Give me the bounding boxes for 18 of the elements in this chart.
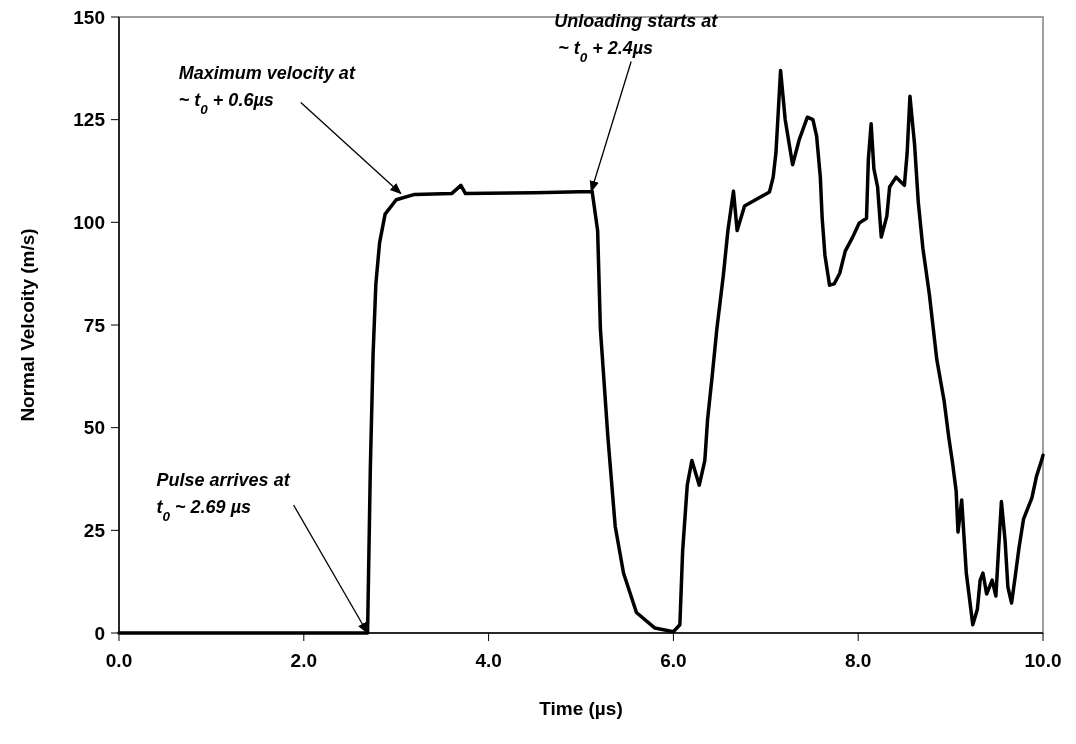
annotation: Maximum velocity at ~ t$_{0}$+ 0.6µs <box>178 62 356 117</box>
x-axis-title: Time (µs) <box>539 698 623 719</box>
y-tick-label: 125 <box>73 109 106 131</box>
x-tick-label: 4.0 <box>475 650 502 671</box>
x-tick-label: 6.0 <box>660 650 687 671</box>
y-tick-label: 25 <box>83 519 106 541</box>
x-tick-label: 2.0 <box>290 650 318 671</box>
y-tick-label: 100 <box>73 211 105 233</box>
annotation: Unloading starts at ~ t$_{0}$ + 2.4µs <box>554 10 719 65</box>
y-tick-label: 0 <box>94 622 105 644</box>
annotation: Pulse arrives at t$_{0}$ ~ 2.69 µs <box>156 470 291 524</box>
y-tick-label: 75 <box>83 314 106 336</box>
x-tick-label: 0.0 <box>105 650 133 671</box>
y-axis-title: Normal Velcoity (m/s) <box>17 228 38 422</box>
y-tick-label: 50 <box>83 417 105 439</box>
x-tick-label: 10.0 <box>1024 650 1062 671</box>
x-tick-label: 8.0 <box>844 650 872 671</box>
y-tick-label: 150 <box>73 6 105 28</box>
